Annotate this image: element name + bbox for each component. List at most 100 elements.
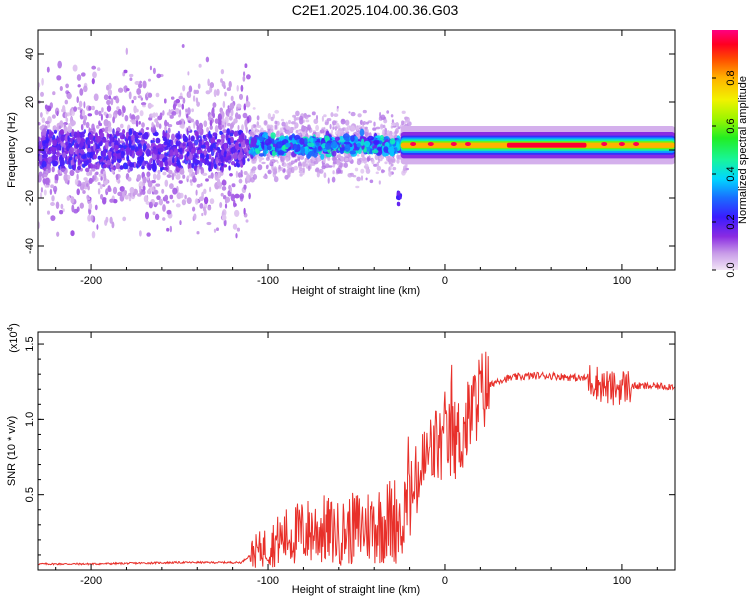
spectrogram-cell bbox=[86, 183, 89, 187]
spectrogram-cell bbox=[62, 105, 66, 113]
spectrogram-cell bbox=[103, 119, 109, 127]
spectrogram-cell bbox=[178, 120, 182, 125]
spectrogram-cell bbox=[62, 152, 66, 159]
spectrogram-cell bbox=[229, 123, 234, 129]
spectrogram-cell bbox=[190, 118, 195, 123]
spectrogram-cell bbox=[308, 150, 316, 157]
spectrogram-cell bbox=[251, 124, 254, 131]
spectrogram-cell bbox=[38, 174, 42, 183]
spectrogram-cell bbox=[149, 159, 152, 165]
spectrogram-cell bbox=[54, 180, 58, 184]
spectrogram-cell bbox=[91, 231, 96, 239]
spectrogram-cell bbox=[371, 149, 379, 154]
spectrogram-cell bbox=[383, 118, 388, 124]
spectrogram-cell bbox=[315, 131, 321, 138]
spectrogram-cell bbox=[168, 169, 173, 175]
spectrogram-cell bbox=[314, 168, 320, 173]
spectrogram-cell bbox=[149, 65, 152, 71]
spectrogram-cell bbox=[243, 207, 246, 215]
spectrogram-cell bbox=[295, 158, 298, 162]
spectrogram-cell bbox=[187, 125, 191, 132]
spectrogram-cell bbox=[336, 107, 339, 112]
spectrogram-cell bbox=[349, 143, 353, 148]
spectrogram-cell bbox=[226, 148, 230, 152]
spectrogram-cell bbox=[314, 142, 320, 146]
spectrogram-cell bbox=[196, 231, 200, 235]
spectrogram-heatmap bbox=[38, 44, 675, 239]
spectrogram-cell bbox=[252, 174, 258, 180]
spectrogram-cell bbox=[272, 168, 278, 175]
spectrogram-cell bbox=[38, 136, 41, 141]
spectrogram-cell bbox=[195, 159, 200, 165]
spectrogram-cell bbox=[88, 164, 91, 169]
spectrogram-cell bbox=[107, 133, 111, 138]
spectrogram-cell bbox=[191, 108, 195, 113]
spectrogram-cell bbox=[313, 118, 319, 125]
spectrogram-cell bbox=[148, 104, 154, 108]
spectrogram-cell bbox=[209, 186, 212, 193]
spectrogram-cell bbox=[187, 92, 192, 98]
spectrogram-cell bbox=[243, 184, 247, 190]
spectrogram-cell bbox=[179, 147, 183, 155]
spectrogram-cell bbox=[150, 125, 156, 134]
spectrogram-cell bbox=[83, 85, 88, 93]
spectrogram-cell bbox=[70, 138, 73, 145]
spectrogram-cell bbox=[81, 72, 86, 77]
spectrogram-cell bbox=[52, 139, 57, 147]
spectrogram-cell bbox=[359, 128, 365, 137]
spectrogram-cell bbox=[171, 173, 175, 181]
spectrogram-cell bbox=[231, 183, 236, 188]
spectrogram-cell bbox=[176, 142, 181, 147]
spectrogram-cell bbox=[404, 116, 409, 120]
spectrogram-cell bbox=[302, 161, 307, 167]
spectrogram-cell bbox=[280, 118, 285, 122]
spectrogram-cell bbox=[196, 166, 200, 173]
spectrogram-cell bbox=[83, 160, 88, 167]
spectrogram-cell bbox=[88, 177, 93, 184]
colorbar-tick-label: 0.2 bbox=[725, 214, 737, 229]
spectrogram-cell bbox=[128, 135, 132, 141]
x-tick-label: 100 bbox=[613, 275, 631, 287]
spectrogram-cell bbox=[341, 157, 345, 162]
x-tick-label: 0 bbox=[442, 575, 448, 587]
spectrogram-cell bbox=[238, 143, 242, 147]
spectrogram-cell bbox=[274, 124, 278, 130]
spectrogram-cell bbox=[394, 147, 398, 152]
spectrogram-cell bbox=[383, 146, 389, 153]
spectrogram-cell bbox=[59, 86, 63, 91]
spectrogram-cell bbox=[338, 139, 346, 143]
spectrogram-cell bbox=[152, 67, 156, 75]
spectrogram-cell bbox=[107, 113, 112, 119]
spectrogram-cell bbox=[94, 109, 99, 116]
spectrogram-cell bbox=[208, 130, 211, 138]
spectrogram-cell bbox=[152, 146, 157, 150]
spectrogram-cell bbox=[343, 141, 351, 145]
spectrogram-cell bbox=[86, 152, 91, 158]
spectrogram-cell bbox=[199, 203, 204, 209]
spectrogram-cell bbox=[261, 161, 266, 165]
spectrogram-cell bbox=[147, 92, 153, 98]
spectrogram-cell bbox=[324, 121, 329, 126]
spectrogram-cell bbox=[230, 153, 234, 161]
spectrogram-cell bbox=[125, 131, 130, 138]
spectrogram-cell bbox=[139, 80, 142, 84]
spectrogram-cell bbox=[241, 140, 246, 148]
spectrogram-cell bbox=[115, 130, 120, 137]
spectrogram-cell bbox=[164, 152, 169, 157]
spectrogram-cell bbox=[388, 146, 395, 155]
spectrogram-cell bbox=[92, 151, 95, 155]
spectrogram-cell bbox=[97, 67, 101, 71]
spectrogram-cell bbox=[76, 136, 81, 143]
spectrogram-cell bbox=[181, 44, 185, 48]
spectrogram-cell bbox=[220, 192, 224, 197]
spectrogram-cell bbox=[219, 202, 223, 208]
spectrogram-cell bbox=[190, 148, 194, 154]
spectrogram-cell bbox=[228, 81, 232, 88]
spectrogram-cell bbox=[45, 177, 50, 185]
y-tick-label: 0 bbox=[24, 147, 36, 153]
spectrogram-cell bbox=[50, 184, 54, 189]
spectrogram-cell bbox=[362, 121, 366, 125]
spectrogram-cell bbox=[135, 120, 139, 127]
spectrogram-cell bbox=[115, 97, 120, 104]
